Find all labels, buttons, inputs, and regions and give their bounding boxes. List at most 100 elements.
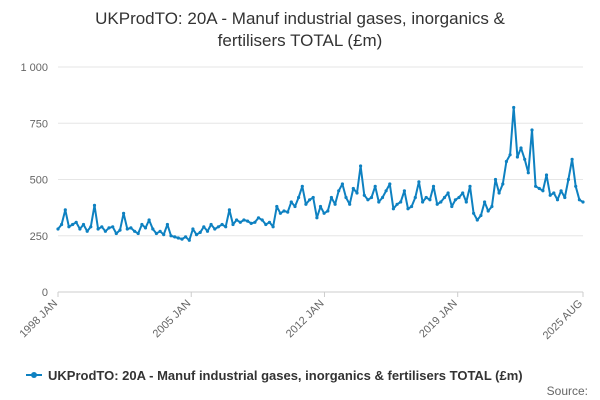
data-point[interactable] [362,193,366,197]
data-point[interactable] [344,195,348,200]
data-point[interactable] [180,237,184,241]
data-point[interactable] [512,105,516,110]
data-point[interactable] [450,204,454,209]
data-point[interactable] [388,182,392,186]
data-point[interactable] [486,209,490,213]
data-point[interactable] [169,234,173,238]
data-point[interactable] [154,231,158,236]
data-point[interactable] [417,180,421,184]
data-point[interactable] [318,204,323,209]
data-point[interactable] [351,186,355,191]
data-point[interactable] [96,227,100,231]
data-point[interactable] [213,227,217,231]
data-point[interactable] [431,184,436,188]
data-point[interactable] [194,233,199,237]
data-point[interactable] [566,177,571,182]
data-point[interactable] [74,220,78,224]
data-point[interactable] [78,227,82,231]
data-point[interactable] [191,227,195,231]
legend[interactable]: UKProdTO: 20A - Manuf industrial gases, … [26,368,523,383]
data-point[interactable] [453,198,457,202]
data-point[interactable] [355,191,359,195]
data-point[interactable] [399,200,403,204]
data-point[interactable] [337,189,341,193]
data-point[interactable] [468,184,472,188]
data-point[interactable] [107,226,111,230]
data-point[interactable] [198,230,202,234]
data-point[interactable] [439,200,443,204]
data-point[interactable] [442,195,447,200]
data-point[interactable] [282,209,286,213]
data-point[interactable] [366,198,370,202]
data-point[interactable] [359,164,363,168]
data-point[interactable] [490,204,494,209]
data-point[interactable] [67,225,71,229]
data-point[interactable] [63,208,67,212]
data-point[interactable] [377,200,381,204]
data-point[interactable] [555,198,560,202]
data-point[interactable] [122,211,126,215]
data-point[interactable] [483,200,487,204]
data-point[interactable] [340,182,344,186]
data-point[interactable] [246,219,250,223]
data-point[interactable] [264,222,268,227]
data-point[interactable] [114,231,118,236]
data-point[interactable] [205,229,210,233]
data-point[interactable] [100,225,104,229]
data-point[interactable] [464,200,468,204]
data-point[interactable] [410,204,414,209]
data-point[interactable] [267,220,272,224]
data-point[interactable] [519,146,523,150]
data-point[interactable] [348,202,352,206]
data-point[interactable] [424,195,428,200]
data-point[interactable] [231,222,235,227]
data-point[interactable] [552,191,556,195]
data-point[interactable] [311,195,315,200]
data-point[interactable] [577,198,582,202]
data-point[interactable] [548,193,552,197]
data-point[interactable] [297,195,301,200]
data-point[interactable] [249,221,253,225]
data-point[interactable] [574,184,578,188]
data-point[interactable] [60,222,64,227]
data-point[interactable] [369,195,374,200]
data-point[interactable] [406,207,410,211]
data-point[interactable] [472,211,476,215]
data-point[interactable] [544,173,549,177]
data-point[interactable] [278,211,282,215]
data-point[interactable] [103,229,107,233]
data-point[interactable] [391,207,395,211]
data-point[interactable] [56,227,60,231]
data-point[interactable] [563,195,567,200]
data-point[interactable] [238,220,242,224]
data-point[interactable] [508,153,512,157]
data-point[interactable] [479,213,483,218]
data-point[interactable] [202,225,206,229]
data-point[interactable] [395,202,399,206]
data-point[interactable] [209,222,213,227]
data-point[interactable] [286,210,290,214]
data-point[interactable] [85,229,89,233]
data-point[interactable] [559,189,563,193]
data-point[interactable] [143,226,148,230]
data-point[interactable] [541,189,545,193]
data-point[interactable] [380,195,385,200]
data-point[interactable] [581,200,585,204]
data-point[interactable] [260,218,264,222]
data-point[interactable] [322,211,326,215]
data-point[interactable] [220,222,224,227]
data-point[interactable] [326,209,330,213]
data-point[interactable] [147,218,151,222]
data-point[interactable] [289,200,293,204]
data-point[interactable] [300,184,304,188]
data-point[interactable] [275,204,279,209]
data-point[interactable] [71,222,75,227]
data-point[interactable] [413,195,417,200]
data-point[interactable] [176,236,180,240]
data-point[interactable] [216,225,220,229]
data-point[interactable] [158,229,162,233]
data-point[interactable] [428,198,432,202]
data-point[interactable] [475,218,479,222]
data-point[interactable] [235,218,239,222]
data-point[interactable] [461,191,465,195]
